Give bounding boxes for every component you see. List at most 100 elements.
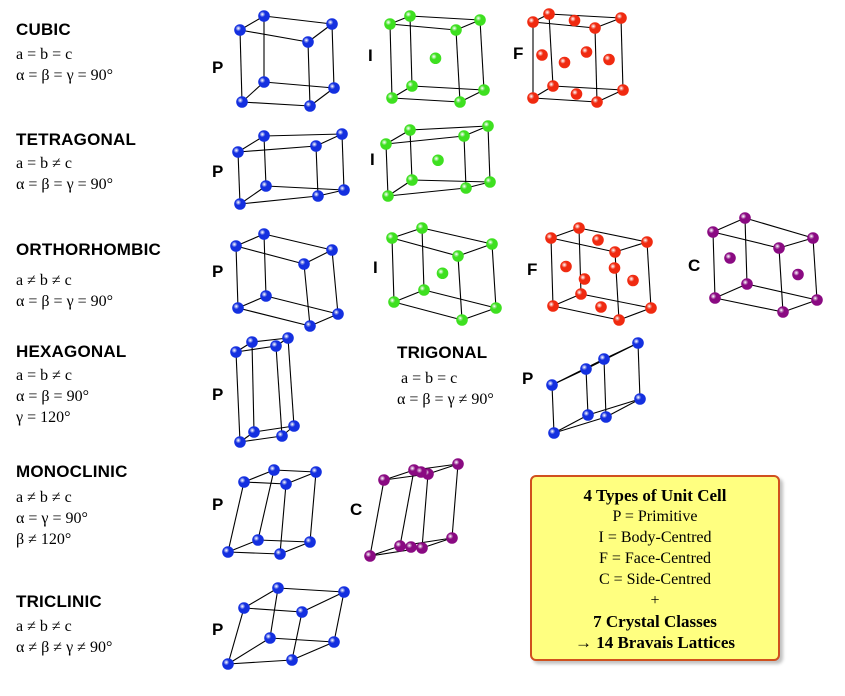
cell-edge xyxy=(251,341,255,433)
system-name: MONOCLINIC xyxy=(16,462,128,481)
lattice-atom xyxy=(364,550,376,562)
cell-edge xyxy=(227,659,293,665)
lattice-atom xyxy=(592,234,604,246)
system-name: ORTHORHOMBIC xyxy=(16,240,161,259)
lattice-atom xyxy=(807,232,819,244)
cell-edge xyxy=(239,435,283,443)
lattice-atom xyxy=(310,140,322,152)
cell-edge xyxy=(369,479,385,557)
cell-edge xyxy=(385,143,389,197)
cell-edge xyxy=(309,471,317,543)
cell-edge xyxy=(269,637,335,643)
legend-face-centred: F = Face-Centred xyxy=(598,550,712,567)
legend-body-centred: I = Body-Centred xyxy=(598,529,712,546)
lattice-atom xyxy=(272,582,284,594)
lattice-atom xyxy=(582,409,594,421)
cell-edge xyxy=(603,342,639,360)
system-trigonal: TRIGONAL a = b = c α = β = γ ≠ 90° xyxy=(397,343,494,410)
legend-title: 4 Types of Unit Cell xyxy=(583,486,727,505)
angle-parameter: α ≠ β ≠ γ ≠ 90° xyxy=(16,639,113,656)
lattice-atom xyxy=(304,100,316,112)
lattice-atom xyxy=(560,260,572,273)
orthorhombic-face-centred-cell xyxy=(545,222,657,326)
lattice-atom xyxy=(232,146,244,158)
lattice-atom xyxy=(436,267,449,280)
cell-edge xyxy=(227,637,271,665)
lattice-atom xyxy=(258,130,270,142)
cell-edge xyxy=(620,17,624,91)
lattice-atom xyxy=(332,308,344,320)
lattice-parameter: a ≠ b ≠ c xyxy=(16,618,72,635)
cell-edge xyxy=(291,641,335,661)
lattice-atom xyxy=(404,124,416,136)
lattice-atom xyxy=(234,24,246,36)
cell-edge xyxy=(275,345,283,437)
lattice-atom xyxy=(547,300,559,312)
cell-edge xyxy=(239,29,309,43)
cell-edge xyxy=(243,481,287,485)
cell-edge xyxy=(421,227,425,291)
cell-edge xyxy=(551,368,587,386)
type-letter-p: P xyxy=(212,495,224,514)
cell-edge xyxy=(461,307,497,321)
cell-edge xyxy=(385,135,465,145)
cell-edge xyxy=(550,237,554,307)
lattice-atom xyxy=(274,548,286,560)
cell-edge xyxy=(257,469,275,541)
cell-edge xyxy=(423,289,497,309)
type-letter-p: P xyxy=(212,385,224,404)
lattice-atom xyxy=(486,238,498,250)
cell-edge xyxy=(548,13,622,19)
cell-edge xyxy=(239,29,243,103)
type-letter-i: I xyxy=(368,46,373,65)
cell-edge xyxy=(227,551,281,555)
angle-parameter: α = γ = 90° xyxy=(16,510,88,527)
type-letter-p: P xyxy=(212,620,224,639)
lattice-atom xyxy=(406,80,418,92)
system-name: CUBIC xyxy=(16,20,71,39)
type-letter-p: P xyxy=(522,369,534,388)
lattice-atom xyxy=(232,302,244,314)
lattice-atom xyxy=(617,84,629,96)
lattice-atom xyxy=(707,226,719,238)
type-letter-i: I xyxy=(370,150,375,169)
lattice-atom xyxy=(478,84,490,96)
type-letter-f: F xyxy=(527,260,538,279)
cell-edge xyxy=(532,21,596,29)
lattice-atom xyxy=(252,534,264,546)
monoclinic-primitive-cell xyxy=(222,464,322,560)
legend-plus: + xyxy=(650,592,660,609)
lattice-atom xyxy=(248,426,260,438)
lattice-atom xyxy=(456,314,468,326)
cell-edge xyxy=(391,97,461,103)
cell-edge xyxy=(265,185,345,191)
lattice-atom xyxy=(474,14,486,26)
lattice-atom xyxy=(527,92,539,104)
cell-edge xyxy=(605,398,641,418)
lattice-atom xyxy=(405,541,417,553)
system-tetragonal: TETRAGONAL a = b ≠ c α = β = γ = 90° xyxy=(16,130,136,195)
lattice-atom xyxy=(600,411,612,423)
cell-edge xyxy=(587,398,641,416)
lattice-atom xyxy=(484,176,496,188)
system-name: TRIGONAL xyxy=(397,343,488,362)
cell-edge xyxy=(491,243,497,309)
lattice-atom xyxy=(598,353,610,365)
lattice-atom xyxy=(568,14,581,27)
lattice-atom xyxy=(234,436,246,448)
cell-edge xyxy=(273,469,317,473)
lattice-atom xyxy=(634,393,646,405)
lattice-atom xyxy=(578,273,591,285)
cell-edge xyxy=(237,307,311,327)
cell-edge xyxy=(409,125,489,131)
lattice-atom xyxy=(608,262,621,274)
lattice-atom xyxy=(258,10,270,22)
lattice-atom xyxy=(296,606,308,618)
system-name: HEXAGONAL xyxy=(16,342,127,361)
lattice-atom xyxy=(777,306,789,318)
lattice-atom xyxy=(260,290,272,302)
type-letter-p: P xyxy=(212,262,224,281)
cell-edge xyxy=(263,81,335,89)
legend-crystal-classes: 7 Crystal Classes xyxy=(593,612,717,631)
angle-parameter: α = β = γ = 90° xyxy=(16,176,114,193)
